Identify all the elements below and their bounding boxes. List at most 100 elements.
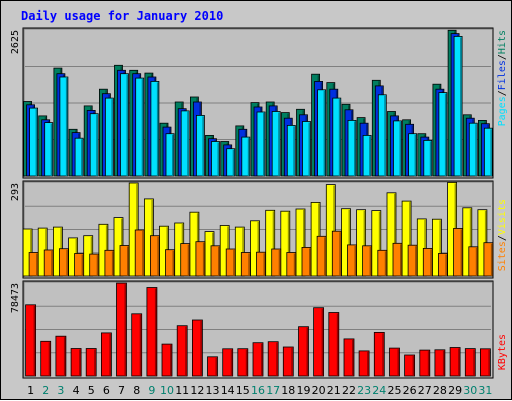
bar-kbytes-day-16: [252, 342, 264, 377]
legend-sites: Sites: [497, 241, 508, 271]
bar-shade: [338, 99, 341, 176]
bar-pages-day-25: [393, 120, 402, 177]
bar-pages-day-2: [44, 122, 54, 177]
bar-pages-day-8: [135, 77, 145, 177]
bar-shade: [109, 333, 111, 376]
bar-kbytes-day-20: [313, 307, 325, 377]
bar-shade: [352, 339, 354, 376]
bar-kbytes-day-23: [358, 350, 370, 377]
bar-shade: [242, 228, 244, 276]
bar-shade: [218, 246, 220, 276]
bar-shade: [367, 351, 369, 376]
day-label-21: 21: [327, 384, 341, 397]
bar-kbytes-day-30: [464, 348, 476, 377]
day-label-23: 23: [357, 384, 371, 397]
bar-shade: [439, 220, 441, 276]
bar-kbytes-day-10: [161, 343, 173, 377]
series-pages: [29, 36, 493, 177]
bar-sites-day-31: [483, 242, 494, 277]
panel-visits-sites: 293: [10, 180, 494, 279]
bar-shade: [111, 99, 113, 176]
bar-shade: [429, 141, 432, 176]
bar-pages-day-30: [468, 122, 478, 177]
bar-pages-day-1: [29, 107, 39, 177]
bar-shade: [378, 211, 381, 276]
bar-visits-day-16: [250, 220, 260, 277]
bar-sites-day-15: [240, 252, 251, 277]
bar-sites-day-4: [74, 253, 84, 277]
bar-sites-day-24: [377, 249, 388, 277]
bar-shade: [126, 74, 128, 176]
bar-shade: [321, 308, 324, 376]
bar-shade: [200, 321, 202, 376]
bar-sites-day-27: [422, 247, 433, 277]
bar-shade: [287, 212, 290, 276]
bar-shade: [272, 211, 275, 276]
bar-shade: [154, 288, 157, 376]
bar-kbytes-day-4: [70, 348, 82, 377]
bar-shade: [430, 249, 432, 276]
bar-shade: [81, 139, 83, 176]
bar-sites-day-29: [453, 227, 464, 277]
day-label-30: 30: [463, 384, 477, 397]
bar-shade: [369, 246, 372, 276]
bar-shade: [324, 237, 326, 276]
bar-shade: [414, 134, 417, 176]
bar-shade: [141, 79, 144, 176]
day-label-16: 16: [251, 384, 265, 397]
bar-shade: [247, 138, 250, 176]
bar-sites-day-13: [210, 245, 221, 277]
bar-shade: [278, 112, 280, 176]
bar-visits-day-19: [295, 208, 306, 277]
bar-sites-day-1: [28, 252, 39, 277]
legend-separator: /: [497, 54, 508, 60]
bar-sites-day-22: [347, 244, 357, 277]
bar-sites-day-25: [392, 242, 403, 277]
bar-pages-day-21: [332, 97, 342, 177]
bar-sites-day-8: [134, 229, 145, 277]
bar-shade: [263, 113, 265, 176]
bar-sites-day-16: [256, 251, 266, 277]
bar-sites-day-5: [89, 253, 100, 277]
bar-shade: [124, 284, 126, 376]
bar-shade: [490, 129, 492, 176]
bar-kbytes-day-21: [328, 312, 340, 377]
bar-shade: [142, 231, 144, 276]
bar-pages-day-14: [226, 148, 236, 177]
bar-kbytes-day-26: [404, 354, 416, 377]
series-kbytes: [25, 282, 491, 377]
bar-shade: [202, 242, 205, 276]
day-label-31: 31: [478, 384, 492, 397]
day-label-4: 4: [73, 384, 80, 397]
bar-pages-day-19: [302, 121, 311, 177]
bar-pages-day-11: [180, 110, 190, 177]
day-label-18: 18: [281, 384, 295, 397]
bar-pages-day-22: [347, 120, 357, 177]
bar-pages-day-4: [74, 137, 84, 177]
bar-visits-day-8: [128, 182, 139, 277]
bar-shade: [308, 122, 310, 176]
bar-kbytes-day-13: [207, 356, 218, 377]
bar-shade: [215, 357, 217, 376]
bar-shade: [233, 250, 235, 276]
bar-shade: [490, 243, 493, 276]
bar-sites-day-17: [271, 248, 282, 277]
bar-shade: [473, 349, 475, 376]
bar-pages-day-3: [59, 76, 69, 177]
bar-shade: [409, 202, 411, 276]
bar-shade: [156, 82, 159, 176]
day-label-27: 27: [418, 384, 432, 397]
day-label-9: 9: [148, 384, 155, 397]
day-label-19: 19: [297, 384, 311, 397]
bar-pages-day-24: [377, 94, 387, 177]
bar-kbytes-day-5: [85, 348, 97, 377]
bar-kbytes-day-27: [419, 349, 431, 377]
bar-pages-day-16: [256, 111, 266, 177]
legend-files: Files: [497, 60, 508, 90]
bar-pages-day-20: [317, 89, 327, 177]
bar-pages-day-27: [423, 139, 433, 177]
bar-kbytes-day-24: [373, 331, 385, 377]
bar-shade: [323, 90, 326, 176]
bar-shade: [51, 251, 53, 276]
